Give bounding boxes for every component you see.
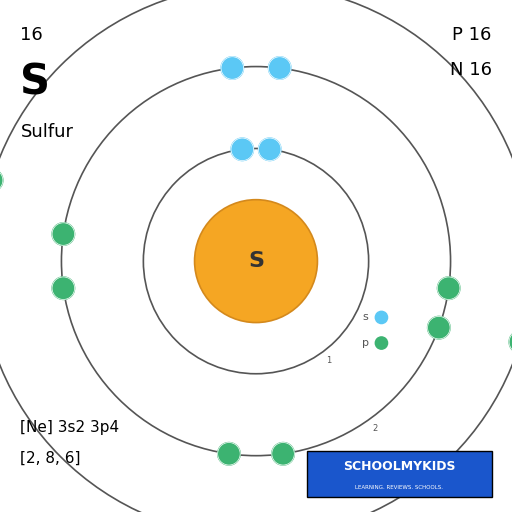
Text: 2: 2 (373, 423, 378, 433)
Circle shape (272, 442, 294, 465)
Text: SCHOOLMYKIDS: SCHOOLMYKIDS (343, 460, 456, 473)
Circle shape (195, 200, 317, 323)
Circle shape (268, 57, 291, 79)
Text: P 16: P 16 (452, 26, 492, 44)
FancyBboxPatch shape (307, 451, 492, 497)
Circle shape (218, 442, 240, 465)
Circle shape (428, 316, 450, 339)
Text: 3: 3 (420, 490, 425, 500)
Circle shape (52, 223, 75, 245)
Circle shape (375, 337, 388, 349)
Text: 16: 16 (20, 26, 43, 44)
Circle shape (437, 277, 460, 300)
Text: p: p (361, 338, 369, 348)
Text: [Ne] 3s2 3p4: [Ne] 3s2 3p4 (20, 420, 120, 435)
Text: S: S (248, 251, 264, 271)
Circle shape (0, 169, 3, 191)
Text: [2, 8, 6]: [2, 8, 6] (20, 451, 81, 465)
Circle shape (509, 331, 512, 353)
Circle shape (259, 138, 281, 161)
Text: N 16: N 16 (450, 61, 492, 79)
Circle shape (231, 138, 253, 161)
Circle shape (375, 311, 388, 324)
Circle shape (221, 57, 244, 79)
Text: LEARNING. REVIEWS. SCHOOLS.: LEARNING. REVIEWS. SCHOOLS. (355, 485, 443, 490)
Text: S: S (20, 61, 51, 103)
Text: s: s (363, 312, 369, 323)
Circle shape (52, 277, 75, 300)
Text: 1: 1 (326, 356, 331, 366)
Text: Sulfur: Sulfur (20, 123, 74, 141)
